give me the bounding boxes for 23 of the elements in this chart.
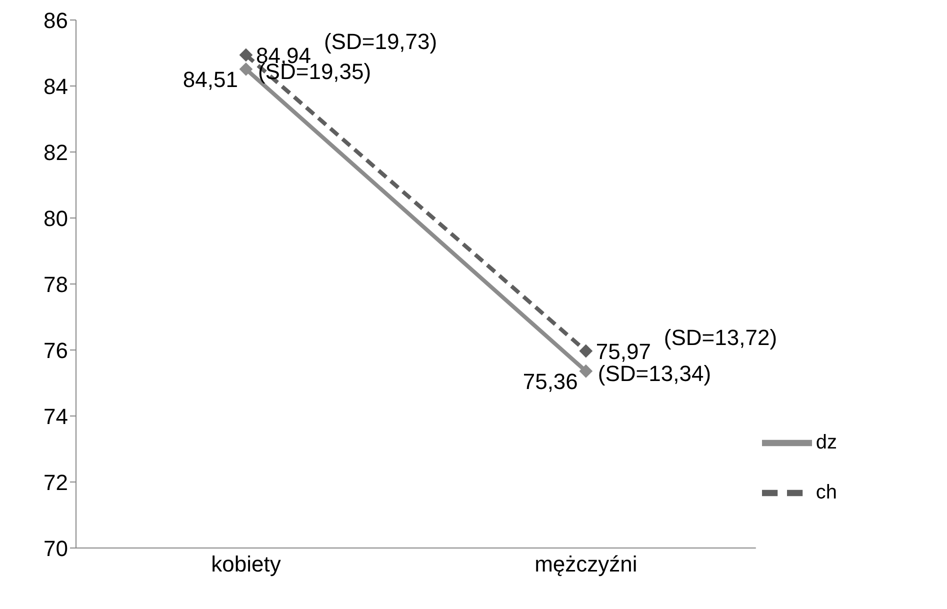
- point: [579, 364, 592, 378]
- annotation: (SD=13,72): [664, 324, 778, 350]
- data-label: 75,36: [522, 369, 578, 394]
- x-tick-label: kobiety: [211, 552, 281, 577]
- y-tick-label: 86: [44, 8, 68, 33]
- legend-label: dz: [816, 431, 837, 454]
- point: [579, 344, 592, 358]
- data-label: 75,97: [596, 338, 651, 364]
- y-tick-label: 72: [44, 470, 68, 495]
- annotation: (SD=19,73): [324, 28, 438, 54]
- y-tick-label: 82: [44, 140, 68, 165]
- y-tick-label: 78: [44, 272, 68, 297]
- x-tick-label: mężczyźni: [534, 552, 638, 577]
- y-tick-label: 70: [44, 536, 68, 561]
- data-label: 84,51: [182, 67, 238, 92]
- y-tick-label: 74: [44, 404, 68, 429]
- y-tick-label: 80: [44, 206, 68, 231]
- legend-label: ch: [816, 481, 837, 504]
- annotation: (SD=13,34): [598, 361, 712, 386]
- y-tick-label: 84: [44, 74, 68, 99]
- y-tick-label: 76: [44, 338, 68, 363]
- point: [239, 48, 252, 62]
- point: [239, 62, 252, 76]
